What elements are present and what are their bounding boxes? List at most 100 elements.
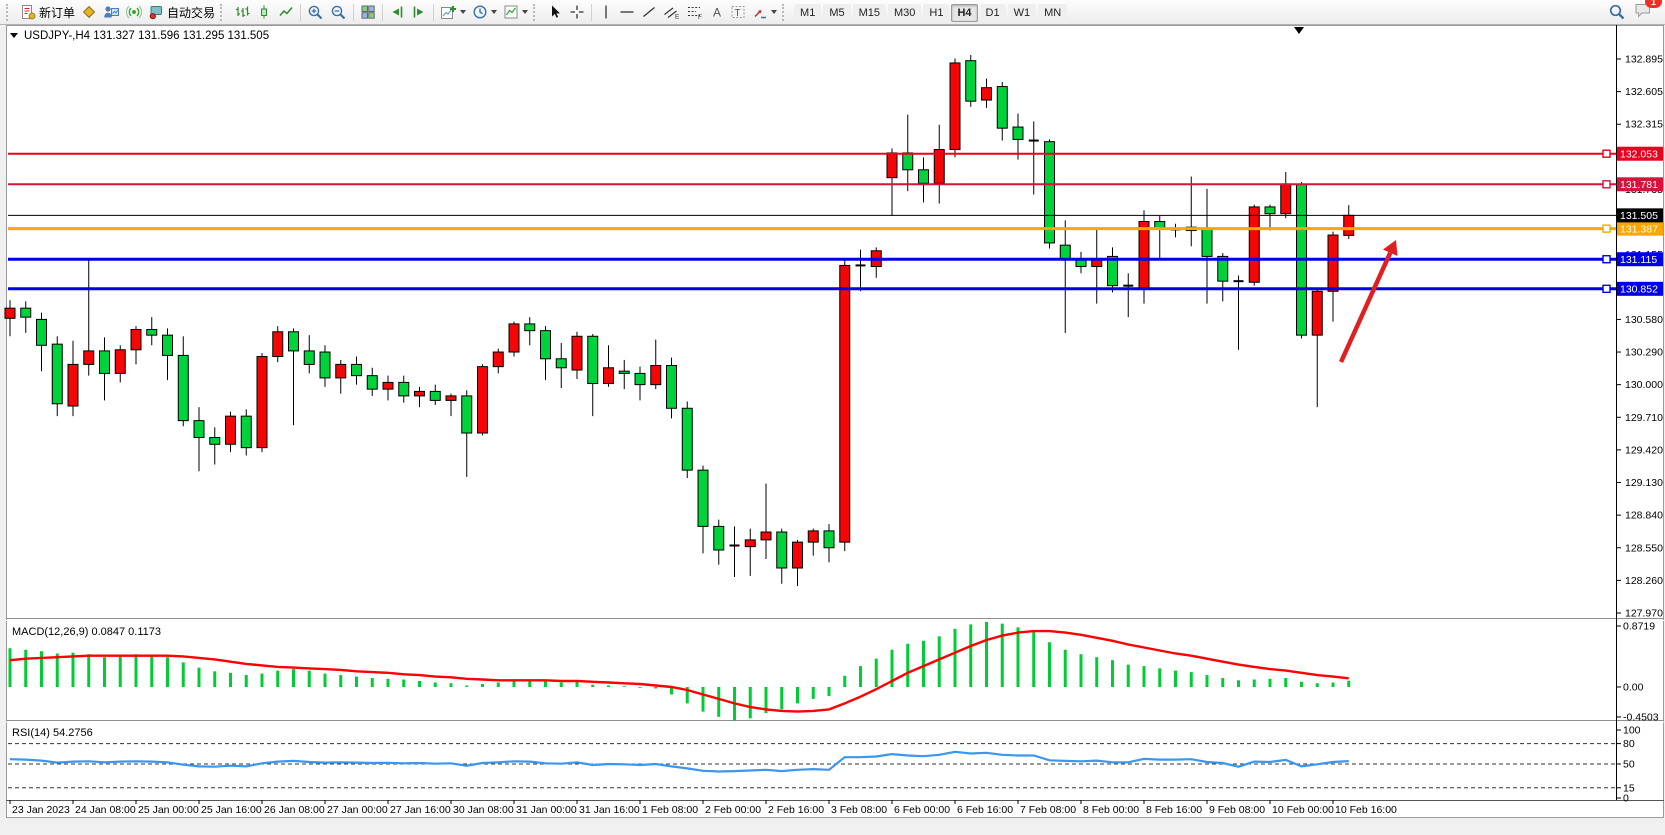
periods-button[interactable] bbox=[469, 2, 500, 23]
svg-text:2 Feb 16:00: 2 Feb 16:00 bbox=[768, 804, 824, 816]
timeframe-H1[interactable]: H1 bbox=[923, 3, 950, 22]
trend-arrow[interactable] bbox=[1338, 251, 1393, 363]
toolbar-grip[interactable] bbox=[220, 3, 227, 21]
arrows-tool-button[interactable] bbox=[749, 2, 780, 23]
text-icon: A bbox=[713, 6, 721, 20]
candlestick-chart-button[interactable] bbox=[253, 2, 275, 23]
candle-body bbox=[839, 264, 851, 543]
auto-scroll-button[interactable] bbox=[386, 2, 408, 23]
hline-handle[interactable] bbox=[1602, 284, 1611, 294]
price-tag: 131.505 bbox=[1617, 208, 1663, 223]
fibonacci-tool-button[interactable]: F bbox=[683, 2, 706, 23]
candle-body bbox=[634, 372, 646, 386]
timeframe-MN[interactable]: MN bbox=[1038, 3, 1068, 22]
periods-caret-icon bbox=[491, 10, 498, 14]
macd-bar bbox=[1079, 654, 1083, 687]
candle-body bbox=[713, 525, 725, 551]
auto-trading-button[interactable]: 自动交易 bbox=[145, 2, 218, 23]
candle-body bbox=[1044, 141, 1055, 244]
macd-bar bbox=[1347, 680, 1351, 687]
macd-bar bbox=[1126, 664, 1130, 687]
macd-bar bbox=[1205, 675, 1209, 687]
timeframe-D1[interactable]: D1 bbox=[979, 3, 1006, 22]
macd-bar bbox=[1063, 649, 1067, 687]
chart-shift-marker-icon[interactable] bbox=[1294, 27, 1304, 34]
timeframe-M1[interactable]: M1 bbox=[794, 3, 822, 22]
macd-bar bbox=[906, 643, 910, 687]
indicators-button[interactable] bbox=[437, 2, 469, 23]
text-tool-button[interactable]: A bbox=[706, 2, 727, 23]
candle-body bbox=[492, 351, 504, 368]
line-chart-button[interactable] bbox=[275, 2, 297, 23]
templates-button[interactable] bbox=[500, 2, 531, 23]
svg-text:E: E bbox=[675, 14, 680, 21]
new-order-button[interactable]: 新订单 bbox=[17, 2, 78, 23]
vertical-line-tool-button[interactable] bbox=[595, 2, 616, 23]
macd-bar bbox=[449, 683, 453, 687]
candle-body bbox=[382, 381, 394, 390]
timeframe-H4[interactable]: H4 bbox=[951, 3, 978, 22]
trendline-tool-button[interactable] bbox=[638, 2, 660, 23]
label-icon: T bbox=[731, 6, 745, 19]
macd-bar bbox=[528, 679, 532, 687]
macd-bar bbox=[418, 681, 421, 687]
svg-text:80: 80 bbox=[1623, 738, 1635, 750]
candle-body bbox=[1201, 228, 1213, 257]
hline-handle[interactable] bbox=[1602, 180, 1611, 189]
macd-bar bbox=[118, 655, 122, 687]
svg-text:3 Feb 08:00: 3 Feb 08:00 bbox=[831, 804, 887, 816]
horizontal-line-tool-button[interactable] bbox=[616, 2, 638, 23]
timeframe-M5[interactable]: M5 bbox=[823, 3, 851, 22]
ticket-button[interactable] bbox=[78, 2, 100, 23]
chart-shift-button[interactable] bbox=[408, 2, 430, 23]
macd-bar bbox=[575, 681, 579, 687]
crosshair-tool-button[interactable] bbox=[566, 2, 588, 23]
timeframe-W1[interactable]: W1 bbox=[1007, 3, 1037, 22]
tile-windows-button[interactable] bbox=[357, 2, 379, 23]
toolbar-grip[interactable] bbox=[782, 3, 789, 21]
macd-bar bbox=[1268, 678, 1272, 687]
zoom-out-button[interactable] bbox=[327, 2, 350, 23]
toolbar-grip[interactable] bbox=[533, 3, 540, 21]
search-button[interactable] bbox=[1605, 2, 1629, 23]
horizontal-lines[interactable]: 132.053 131.781 131.387 131.115 130.852 131.5… bbox=[8, 146, 1663, 296]
new-order-label: 新订单 bbox=[39, 5, 76, 20]
candle-body bbox=[902, 152, 914, 171]
macd-bar bbox=[40, 651, 43, 687]
cursor-tool-button[interactable] bbox=[544, 2, 566, 23]
macd-pane: 0.8719 0.00 -0.4503 MACD(12,26,9) 0.0847 0.… bbox=[8, 621, 1659, 724]
profile-button[interactable] bbox=[100, 2, 123, 23]
label-tool-button[interactable]: T bbox=[727, 2, 749, 23]
zoom-in-button[interactable] bbox=[304, 2, 327, 23]
template-icon bbox=[504, 5, 518, 19]
svg-text:50: 50 bbox=[1623, 759, 1635, 771]
svg-text:9 Feb 08:00: 9 Feb 08:00 bbox=[1209, 804, 1265, 816]
timeframe-M30[interactable]: M30 bbox=[888, 3, 922, 22]
candle-body bbox=[461, 395, 473, 434]
timeframe-group: M1 M5 M15 M30 H1 H4 D1 W1 MN bbox=[793, 3, 1068, 22]
svg-text:100: 100 bbox=[1623, 725, 1641, 737]
candle-body bbox=[429, 390, 441, 401]
macd-bar bbox=[827, 687, 831, 696]
macd-bar bbox=[922, 640, 925, 687]
zoom-out-icon bbox=[331, 5, 346, 19]
signal-button[interactable] bbox=[123, 2, 145, 23]
hline-handle[interactable] bbox=[1602, 255, 1611, 264]
channel-tool-button[interactable]: E bbox=[660, 2, 683, 23]
chart-title-expander-icon[interactable] bbox=[10, 33, 18, 38]
candle-body bbox=[697, 469, 709, 527]
hline-handle[interactable] bbox=[1602, 224, 1611, 233]
hline-handle[interactable] bbox=[1602, 149, 1611, 158]
candles bbox=[4, 55, 1355, 587]
macd-bar bbox=[1032, 631, 1036, 687]
notification-badge[interactable]: 1 bbox=[1645, 0, 1662, 8]
time-axis: 23 Jan 2023 24 Jan 08:00 25 Jan 00:00 25 Ja… bbox=[9, 800, 1397, 816]
bar-chart-button[interactable] bbox=[231, 2, 253, 23]
svg-text:23 Jan 2023: 23 Jan 2023 bbox=[12, 804, 70, 816]
trend-arrow-head[interactable] bbox=[1382, 240, 1398, 257]
timeframe-M15[interactable]: M15 bbox=[852, 3, 886, 22]
toolbar-grip[interactable] bbox=[6, 3, 13, 21]
candle-body bbox=[1311, 290, 1323, 336]
